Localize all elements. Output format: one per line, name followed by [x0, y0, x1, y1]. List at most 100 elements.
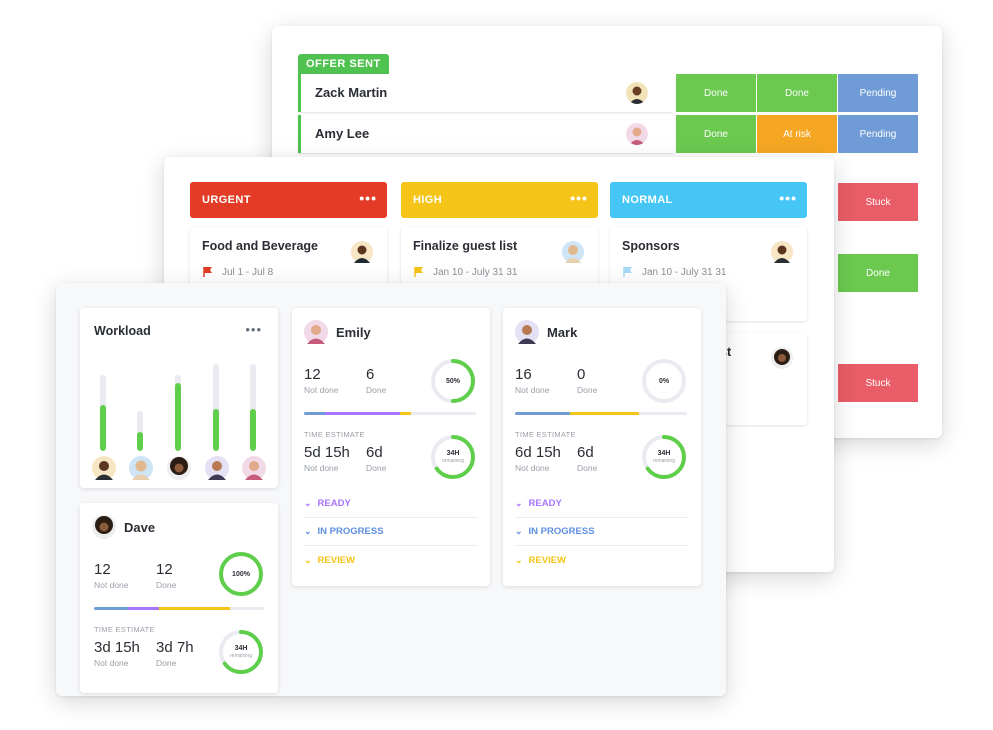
- stat-label: Not done: [304, 463, 339, 473]
- person-name: Mark: [547, 324, 578, 340]
- te-not-done: 3d 15h Not done: [94, 639, 140, 668]
- table-row[interactable]: Zack Martin: [298, 74, 674, 112]
- table-row[interactable]: Amy Lee: [298, 115, 674, 153]
- ring-progress-arc: [431, 359, 475, 403]
- more-dots-icon[interactable]: •••: [359, 190, 377, 206]
- time-estimate-label: TIME ESTIMATE: [515, 430, 576, 439]
- group-label-offer-sent[interactable]: OFFER SENT: [298, 54, 389, 74]
- task-dates: Jan 10 - July 31 31: [433, 267, 518, 278]
- stat-value: 6d 15h: [515, 444, 561, 461]
- status-cell[interactable]: Done: [757, 74, 837, 112]
- card-title: Workload: [94, 324, 151, 338]
- person-card-mark[interactable]: Mark 16 Not done 0 Done 0% TIME ESTIMATE…: [503, 308, 701, 586]
- ring-sublabel: remaining: [442, 458, 464, 464]
- workload-bar: [213, 364, 219, 451]
- person-card-emily[interactable]: Emily 12 Not done 6 Done 50% TIME ESTIMA…: [292, 308, 490, 586]
- te-done: 3d 7h Done: [156, 639, 194, 668]
- flag-icon[interactable]: [622, 265, 634, 283]
- section-label: READY: [528, 498, 562, 509]
- time-remaining-ring: 34H remaining: [641, 434, 687, 480]
- avatar[interactable]: [304, 320, 328, 344]
- row-name: Zack Martin: [315, 85, 388, 100]
- workload-bar-fill: [137, 431, 143, 451]
- person-header: Emily: [304, 320, 371, 344]
- stat-done: 12 Done: [156, 561, 176, 590]
- time-remaining-ring: 34H remaining: [430, 434, 476, 480]
- stat-value: 0: [577, 366, 586, 383]
- section-ready[interactable]: ⌄ READY: [515, 490, 689, 518]
- flag-icon[interactable]: [202, 265, 214, 283]
- section-review[interactable]: ⌄ REVIEW: [304, 546, 478, 574]
- avatar[interactable]: [205, 456, 229, 485]
- chevron-down-icon: ⌄: [515, 498, 523, 508]
- ring-label: 34H: [234, 645, 248, 652]
- section-in-progress[interactable]: ⌄ IN PROGRESS: [515, 518, 689, 546]
- group-label: URGENT: [202, 194, 251, 206]
- avatar[interactable]: [771, 347, 793, 374]
- ring-label: 34H: [657, 450, 671, 457]
- avatar[interactable]: [562, 241, 584, 268]
- avatar[interactable]: [515, 320, 539, 344]
- progress-bar: [94, 607, 264, 610]
- more-dots-icon[interactable]: •••: [570, 190, 588, 206]
- te-not-done: 5d 15h Not done: [304, 444, 350, 473]
- more-dots-icon[interactable]: •••: [779, 190, 797, 206]
- stat-value: 5d 15h: [304, 444, 350, 461]
- status-cell[interactable]: Done: [676, 74, 756, 112]
- person-card-dave[interactable]: Dave 12 Not done 12 Done 100% TIME ESTIM…: [80, 503, 278, 693]
- workload-bar: [250, 364, 256, 451]
- stat-label: Not done: [515, 385, 550, 395]
- group-header-high[interactable]: HIGH •••: [401, 182, 598, 218]
- section-review[interactable]: ⌄ REVIEW: [515, 546, 689, 574]
- group-header-urgent[interactable]: URGENT •••: [190, 182, 387, 218]
- status-cell[interactable]: At risk: [757, 115, 837, 153]
- status-cell[interactable]: Pending: [838, 115, 918, 153]
- task-title: Finalize guest list: [413, 239, 518, 253]
- group-header-normal[interactable]: NORMAL •••: [610, 182, 807, 218]
- workload-bar: [175, 375, 181, 451]
- avatar[interactable]: [129, 456, 153, 485]
- avatar[interactable]: [242, 456, 266, 485]
- flag-icon[interactable]: [413, 265, 425, 283]
- workload-bar-fill: [175, 382, 181, 451]
- ring-sublabel: remaining: [230, 653, 252, 659]
- person-name: Dave: [124, 519, 156, 535]
- avatar[interactable]: [351, 241, 373, 268]
- workload-avatars: [88, 456, 274, 482]
- workload-bar-fill: [213, 409, 219, 451]
- status-cell[interactable]: Done: [838, 254, 918, 292]
- section-in-progress[interactable]: ⌄ IN PROGRESS: [304, 518, 478, 546]
- avatar[interactable]: [626, 123, 648, 145]
- status-cell[interactable]: Stuck: [838, 183, 918, 221]
- stat-label: Not done: [94, 580, 129, 590]
- time-estimate-label: TIME ESTIMATE: [94, 625, 155, 634]
- stat-value: 3d 15h: [94, 639, 140, 656]
- ring-label: 50%: [445, 377, 460, 385]
- task-title: Food and Beverage: [202, 239, 318, 253]
- ring-label: 100%: [232, 570, 250, 578]
- stat-value: 12: [94, 561, 111, 578]
- more-dots-icon[interactable]: •••: [245, 322, 262, 337]
- group-label: NORMAL: [622, 194, 673, 206]
- avatar[interactable]: [92, 515, 116, 539]
- avatar[interactable]: [771, 241, 793, 268]
- avatar[interactable]: [167, 456, 191, 485]
- status-cell[interactable]: Pending: [838, 74, 918, 112]
- status-cell[interactable]: Done: [676, 115, 756, 153]
- stat-done: 0 Done: [577, 366, 597, 395]
- section-ready[interactable]: ⌄ READY: [304, 490, 478, 518]
- completion-ring: 100%: [218, 551, 264, 597]
- stat-label: Done: [366, 385, 387, 395]
- ring-label: 34H: [446, 450, 460, 457]
- status-cell[interactable]: Stuck: [838, 364, 918, 402]
- stat-label: Not done: [515, 463, 550, 473]
- ring-graphic: [642, 359, 686, 403]
- chevron-down-icon: ⌄: [304, 526, 312, 536]
- workload-bar: [137, 411, 143, 451]
- stat-label: Done: [156, 580, 177, 590]
- task-title: Sponsors: [622, 239, 680, 253]
- avatar[interactable]: [626, 82, 648, 104]
- workload-card: Workload •••: [80, 308, 278, 488]
- workload-bar: [100, 375, 106, 451]
- avatar[interactable]: [92, 456, 116, 485]
